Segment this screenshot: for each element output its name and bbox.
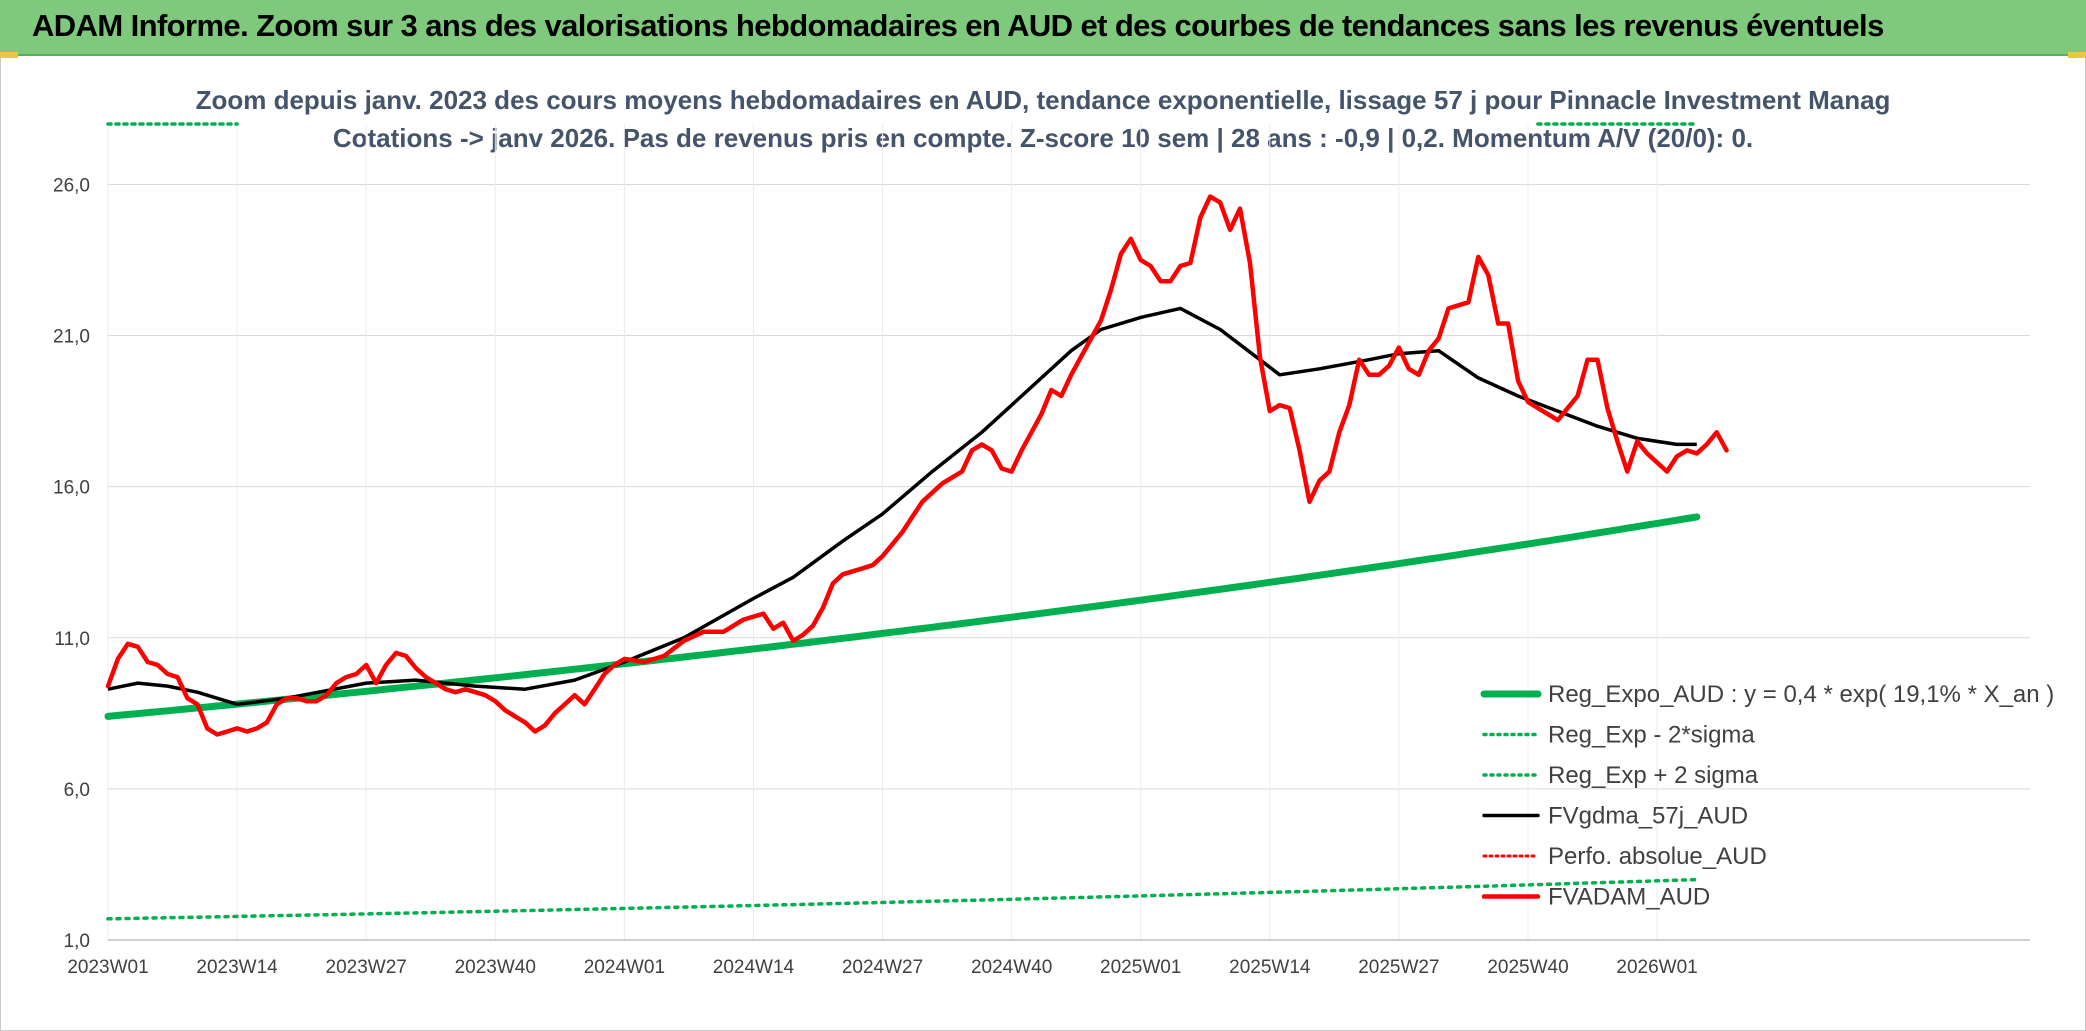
chart-subtitle-line-1: Zoom depuis janv. 2023 des cours moyens … bbox=[196, 85, 1891, 115]
x-tick-label: 2023W01 bbox=[67, 957, 148, 978]
x-tick-label: 2024W27 bbox=[842, 957, 923, 978]
x-tick-label: 2024W14 bbox=[713, 957, 795, 978]
chart-legend: Reg_Expo_AUD : y = 0,4 * exp( 19,1% * X_… bbox=[1480, 681, 2054, 911]
series-reg-expo bbox=[104, 513, 1701, 720]
x-tick-label: 2025W40 bbox=[1487, 957, 1568, 978]
legend-label-fvadam: FVADAM_AUD bbox=[1548, 884, 1710, 911]
right-corner-accent bbox=[2068, 52, 2086, 58]
x-tick-label: 2024W40 bbox=[971, 957, 1052, 978]
x-tick-label: 2026W01 bbox=[1616, 957, 1697, 978]
x-tick-label: 2023W27 bbox=[326, 957, 407, 978]
legend-label-reg_minus: Reg_Exp - 2*sigma bbox=[1548, 722, 1755, 749]
x-tick-label: 2025W27 bbox=[1358, 957, 1439, 978]
series-fvgdma-57j bbox=[107, 306, 1697, 707]
y-tick-label: 6,0 bbox=[64, 780, 90, 801]
y-tick-label: 1,0 bbox=[64, 931, 90, 952]
x-tick-label: 2024W01 bbox=[584, 957, 665, 978]
legend-label-reg_plus: Reg_Exp + 2 sigma bbox=[1548, 762, 1759, 789]
chart-series bbox=[104, 122, 1729, 921]
left-corner-accent bbox=[0, 52, 18, 58]
y-tick-label: 11,0 bbox=[54, 629, 90, 650]
y-tick-label: 21,0 bbox=[53, 327, 90, 348]
chart-axes: 1,0 6,0 11,0 16,0 21,0 26,0 2023W01 2023W14 2023… bbox=[53, 175, 2030, 978]
legend-label-gdma: FVgdma_57j_AUD bbox=[1548, 803, 1748, 830]
header-bar: ADAM Informe. Zoom sur 3 ans des valoris… bbox=[0, 0, 2086, 56]
legend-label-perfo: Perfo. absolue_AUD bbox=[1548, 843, 1767, 870]
x-tick-label: 2025W14 bbox=[1229, 957, 1311, 978]
series-fvadam bbox=[105, 194, 1729, 737]
y-tick-label: 16,0 bbox=[53, 478, 90, 499]
x-tick-label: 2023W40 bbox=[455, 957, 536, 978]
series-reg-minus-2sigma bbox=[106, 877, 1699, 921]
legend-label-reg_expo: Reg_Expo_AUD : y = 0,4 * exp( 19,1% * X_… bbox=[1548, 681, 2054, 708]
page-title: ADAM Informe. Zoom sur 3 ans des valoris… bbox=[32, 8, 1884, 43]
x-tick-label: 2025W01 bbox=[1100, 957, 1181, 978]
y-tick-label: 26,0 bbox=[53, 175, 90, 196]
chart-subtitle-line-2: Cotations -> janv 2026. Pas de revenus p… bbox=[333, 123, 1753, 153]
x-tick-label: 2023W14 bbox=[196, 957, 278, 978]
line-chart: Zoom depuis janv. 2023 des cours moyens … bbox=[53, 85, 2054, 978]
